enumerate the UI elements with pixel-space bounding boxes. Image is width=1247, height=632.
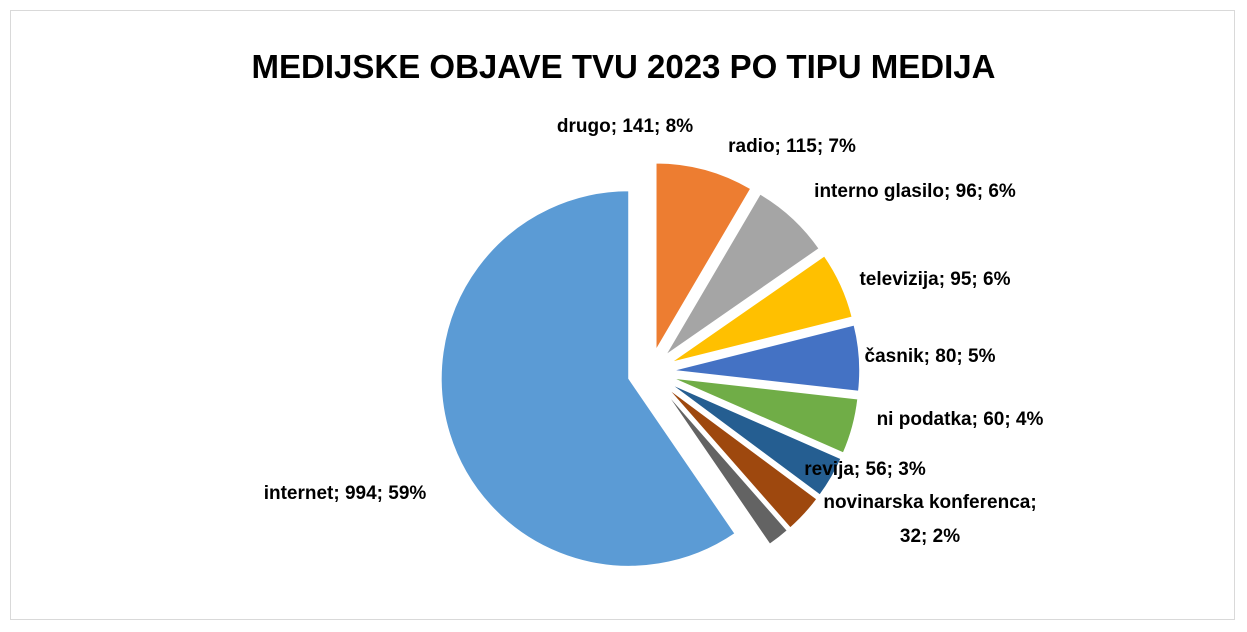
data-label: drugo; 141; 8% bbox=[556, 116, 694, 137]
pie-slice bbox=[665, 386, 819, 530]
data-label: revija; 56; 3% bbox=[804, 459, 926, 480]
pie-slice bbox=[440, 189, 737, 568]
pie-slice bbox=[670, 376, 859, 455]
data-label: novinarska konferenca; 32; 2% bbox=[823, 492, 1037, 547]
chart-title: MEDIJSKE OBJAVE TVU 2023 PO TIPU MEDIJA bbox=[251, 48, 996, 85]
data-label: časnik; 80; 5% bbox=[864, 346, 996, 367]
data-label: televizija; 95; 6% bbox=[859, 269, 1011, 290]
data-label: interno glasilo; 96; 6% bbox=[814, 181, 1016, 202]
data-label: radio; 115; 7% bbox=[728, 136, 856, 157]
chart-frame bbox=[10, 10, 1235, 620]
pie-slice bbox=[664, 192, 821, 357]
data-label: ni podatka; 60; 4% bbox=[876, 409, 1044, 430]
pie-slice bbox=[662, 388, 789, 546]
pie-slice bbox=[671, 323, 861, 393]
pie-slice bbox=[669, 254, 854, 364]
pie-slice bbox=[655, 162, 752, 354]
data-label: internet; 994; 59% bbox=[263, 483, 427, 504]
pie-slice bbox=[668, 382, 843, 497]
